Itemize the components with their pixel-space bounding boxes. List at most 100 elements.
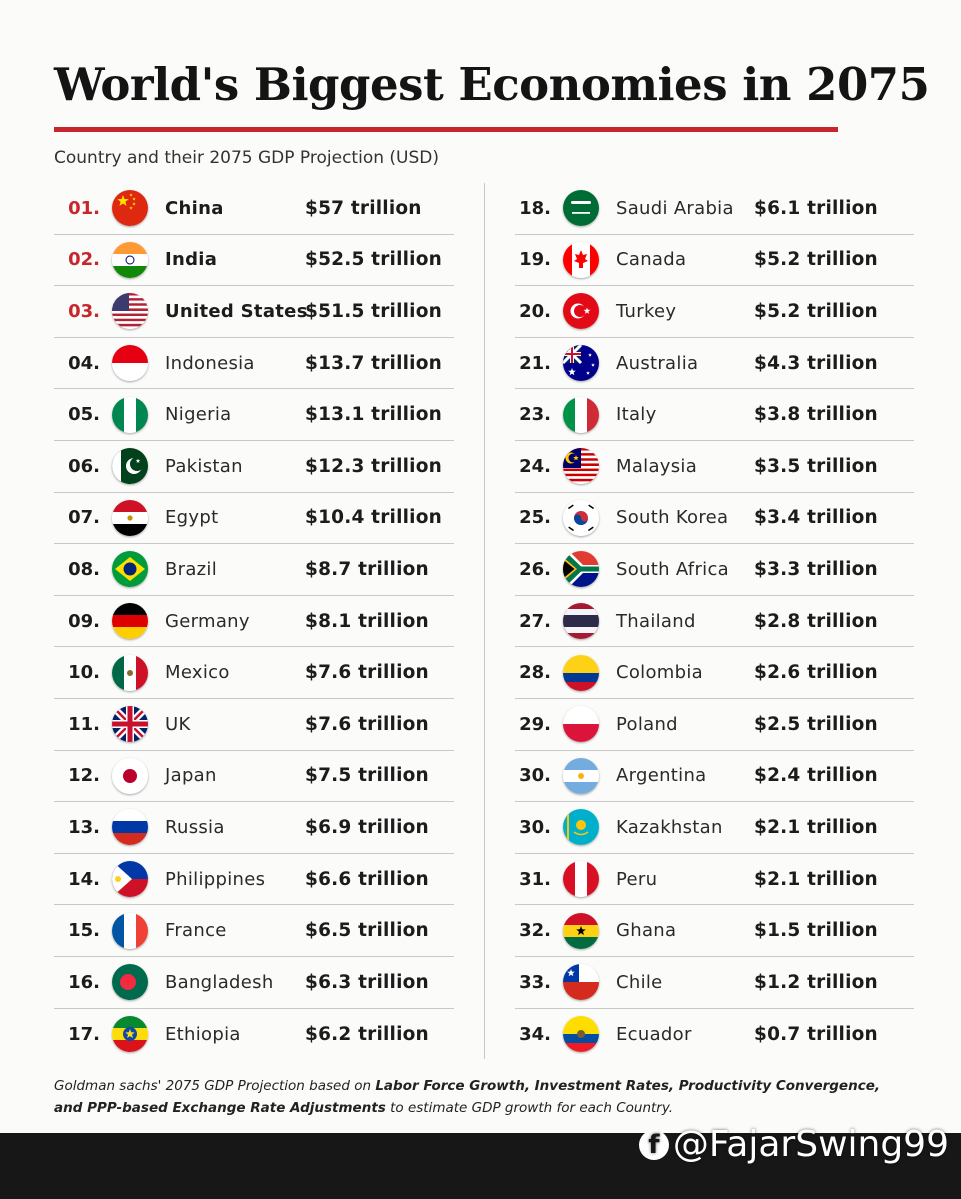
table-row-pakistan: 06. Pakistan $12.3 trillion <box>54 441 454 493</box>
facebook-icon: f <box>638 1129 669 1160</box>
gdp-value: $57 trillion <box>305 197 422 219</box>
gdp-value: $6.2 trillion <box>305 1023 429 1045</box>
rank-label: 07. <box>68 507 100 529</box>
egypt-flag-icon <box>112 499 148 536</box>
rank-label: 13. <box>68 816 100 838</box>
country-name: Mexico <box>165 662 230 684</box>
gdp-value: $2.5 trillion <box>754 713 878 735</box>
country-name: Ghana <box>616 920 677 942</box>
rank-label: 15. <box>68 920 100 942</box>
gdp-value: $4.3 trillion <box>754 352 878 374</box>
gdp-value: $6.9 trillion <box>305 816 429 838</box>
country-name: Japan <box>165 765 217 787</box>
source-footnote: Goldman sachs' 2075 GDP Projection based… <box>54 1075 894 1119</box>
table-row-south-korea: 25. South Korea $3.4 trillion <box>515 493 914 545</box>
table-row-nigeria: 05. Nigeria $13.1 trillion <box>54 389 454 441</box>
country-name: France <box>165 920 227 942</box>
colombia-flag-icon <box>563 654 599 691</box>
country-name: Ecuador <box>616 1023 692 1045</box>
table-row-ethiopia: 17. Ethiopia $6.2 trillion <box>54 1009 454 1061</box>
rank-label: 17. <box>68 1023 100 1045</box>
table-row-canada: 19. Canada $5.2 trillion <box>515 235 914 287</box>
gdp-value: $13.7 trillion <box>305 352 442 374</box>
brazil-flag-icon <box>112 551 148 588</box>
rank-label: 26. <box>519 558 551 580</box>
gdp-value: $1.5 trillion <box>754 920 878 942</box>
country-name: Saudi Arabia <box>616 197 734 219</box>
gdp-value: $2.1 trillion <box>754 816 878 838</box>
country-name: Argentina <box>616 765 707 787</box>
gdp-value: $7.6 trillion <box>305 662 429 684</box>
country-name: Bangladesh <box>165 971 274 993</box>
rank-label: 02. <box>68 249 100 271</box>
table-row-south-africa: 26. South Africa $3.3 trillion <box>515 544 914 596</box>
table-row-japan: 12. Japan $7.5 trillion <box>54 751 454 803</box>
gdp-value: $2.1 trillion <box>754 868 878 890</box>
gdp-value: $6.6 trillion <box>305 868 429 890</box>
japan-flag-icon <box>112 757 148 794</box>
ranking-column-right: 18. Saudi Arabia $6.1 trillion 19. Canada $5.… <box>515 183 914 1060</box>
indonesia-flag-icon <box>112 345 148 382</box>
usa-flag-icon <box>112 293 148 330</box>
country-name: Chile <box>616 971 663 993</box>
rank-label: 31. <box>519 868 551 890</box>
rank-label: 16. <box>68 971 100 993</box>
table-row-colombia: 28. Colombia $2.6 trillion <box>515 647 914 699</box>
country-name: Australia <box>616 352 699 374</box>
france-flag-icon <box>112 912 148 949</box>
rank-label: 27. <box>519 610 551 632</box>
page-subtitle: Country and their 2075 GDP Projection (U… <box>54 148 439 168</box>
country-name: South Korea <box>616 507 729 529</box>
nigeria-flag-icon <box>112 396 148 433</box>
country-name: Colombia <box>616 662 703 684</box>
table-row-bangladesh: 16. Bangladesh $6.3 trillion <box>54 957 454 1009</box>
pakistan-flag-icon <box>112 448 148 485</box>
country-name: South Africa <box>616 558 729 580</box>
kazakhstan-flag-icon <box>563 809 599 846</box>
gdp-value: $8.1 trillion <box>305 610 429 632</box>
country-name: Brazil <box>165 558 218 580</box>
rank-label: 23. <box>519 404 551 426</box>
rank-label: 10. <box>68 662 100 684</box>
table-row-china: 01. China $57 trillion <box>54 183 454 235</box>
rank-label: 06. <box>68 455 100 477</box>
footnote-text-end: to estimate GDP growth for each Country. <box>385 1100 674 1116</box>
table-row-united-states: 03. United States $51.5 trillion <box>54 286 454 338</box>
table-row-uk: 11. UK $7.6 trillion <box>54 699 454 751</box>
country-name: Kazakhstan <box>616 816 723 838</box>
watermark-handle: @FajarSwing99 <box>672 1124 949 1165</box>
rank-label: 34. <box>519 1023 551 1045</box>
gdp-value: $6.3 trillion <box>305 971 429 993</box>
ecuador-flag-icon <box>563 1016 599 1053</box>
rank-label: 20. <box>519 300 551 322</box>
gdp-value: $13.1 trillion <box>305 404 442 426</box>
table-row-ecuador: 34. Ecuador $0.7 trillion <box>515 1009 914 1061</box>
country-name: China <box>165 197 224 219</box>
ranking-column-left: 01. China $57 trillion 02. India $52.5 trilli… <box>54 183 454 1060</box>
table-row-russia: 13. Russia $6.9 trillion <box>54 802 454 854</box>
country-name: Russia <box>165 816 225 838</box>
rank-label: 04. <box>68 352 100 374</box>
country-name: Indonesia <box>165 352 255 374</box>
country-name: Poland <box>616 713 678 735</box>
gdp-value: $5.2 trillion <box>754 300 878 322</box>
gdp-value: $7.5 trillion <box>305 765 429 787</box>
southafrica-flag-icon <box>563 551 599 588</box>
rank-label: 24. <box>519 455 551 477</box>
bottom-bar <box>0 1133 961 1199</box>
gdp-value: $0.7 trillion <box>754 1023 878 1045</box>
country-name: UK <box>165 713 191 735</box>
country-name: Canada <box>616 249 687 271</box>
gdp-value: $3.8 trillion <box>754 404 878 426</box>
country-name: Egypt <box>165 507 219 529</box>
rank-label: 29. <box>519 713 551 735</box>
chile-flag-icon <box>563 964 599 1001</box>
rank-label: 14. <box>68 868 100 890</box>
table-row-argentina: 30. Argentina $2.4 trillion <box>515 751 914 803</box>
table-row-peru: 31. Peru $2.1 trillion <box>515 854 914 906</box>
country-name: Italy <box>616 404 657 426</box>
gdp-value: $1.2 trillion <box>754 971 878 993</box>
rank-label: 05. <box>68 404 100 426</box>
title-underline <box>54 127 838 132</box>
country-name: United States <box>165 300 308 322</box>
